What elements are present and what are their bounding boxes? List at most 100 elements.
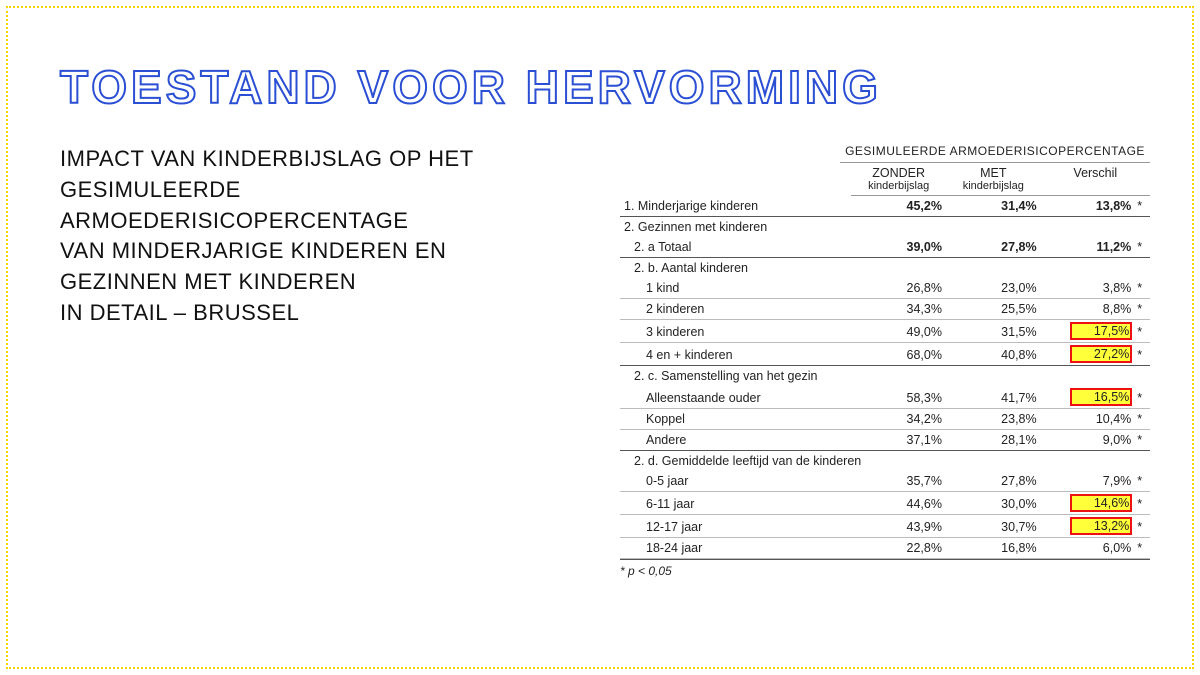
cell-star: * — [1135, 492, 1150, 515]
cell-zonder: 22,8% — [851, 538, 946, 559]
data-table-wrap: GESIMULEERDE ARMOEDERISICOPERCENTAGE ZON… — [620, 144, 1150, 578]
cell-verschil: 9,0% — [1041, 430, 1136, 451]
cell-zonder: 34,3% — [851, 299, 946, 320]
slide-content: TOESTAND VOOR HERVORMING IMPACT VAN KIND… — [0, 0, 1200, 675]
cell-met: 27,8% — [946, 237, 1041, 258]
col-header-verschil: Verschil — [1041, 163, 1150, 196]
row-label: Andere — [620, 430, 851, 451]
cell-met: 41,7% — [946, 386, 1041, 409]
cell-zonder: 44,6% — [851, 492, 946, 515]
cell-verschil: 13,2% — [1041, 515, 1136, 538]
cell-verschil: 16,5% — [1041, 386, 1136, 409]
cell-met: 25,5% — [946, 299, 1041, 320]
cell-verschil: 6,0% — [1041, 538, 1136, 559]
cell-met: 30,0% — [946, 492, 1041, 515]
cell-verschil: 17,5% — [1041, 320, 1136, 343]
row-label: 0-5 jaar — [620, 471, 851, 492]
cell-star: * — [1135, 278, 1150, 299]
cell-zonder: 68,0% — [851, 343, 946, 366]
cell-verschil: 14,6% — [1041, 492, 1136, 515]
table-row: 6-11 jaar44,6%30,0% 14,6%* — [620, 492, 1150, 515]
table-row: 3 kinderen49,0%31,5% 17,5%* — [620, 320, 1150, 343]
cell-star: * — [1135, 320, 1150, 343]
table-row: Andere37,1%28,1%9,0%* — [620, 430, 1150, 451]
cell-met: 16,8% — [946, 538, 1041, 559]
table-row: Koppel34,2%23,8%10,4%* — [620, 409, 1150, 430]
cell-verschil: 13,8% — [1041, 196, 1136, 217]
table-row: 2 kinderen34,3%25,5%8,8%* — [620, 299, 1150, 320]
cell-star: * — [1135, 538, 1150, 559]
col-header-zonder: ZONDER kinderbijslag — [851, 163, 946, 196]
cell-met: 30,7% — [946, 515, 1041, 538]
cell-star: * — [1135, 409, 1150, 430]
cell-verschil: 27,2% — [1041, 343, 1136, 366]
row-label: 1 kind — [620, 278, 851, 299]
cell-zonder: 37,1% — [851, 430, 946, 451]
cell-star: * — [1135, 471, 1150, 492]
table-row: 12-17 jaar43,9%30,7% 13,2%* — [620, 515, 1150, 538]
slide-subtitle: IMPACT VAN KINDERBIJSLAG OP HET GESIMULE… — [60, 144, 580, 578]
slide-title: TOESTAND VOOR HERVORMING — [60, 60, 1150, 114]
row-label: 3 kinderen — [620, 320, 851, 343]
cell-star: * — [1135, 343, 1150, 366]
row-label: 18-24 jaar — [620, 538, 851, 559]
highlight: 16,5% — [1071, 389, 1131, 405]
table-footnote: * p < 0,05 — [620, 559, 1150, 578]
table-row: 1 kind26,8%23,0%3,8%* — [620, 278, 1150, 299]
cell-verschil: 8,8% — [1041, 299, 1136, 320]
data-table: ZONDER kinderbijslag MET kinderbijslag V… — [620, 163, 1150, 559]
table-row: 0-5 jaar35,7%27,8%7,9%* — [620, 471, 1150, 492]
cell-met: 27,8% — [946, 471, 1041, 492]
row-label: 2. b. Aantal kinderen — [620, 258, 1150, 279]
cell-star: * — [1135, 386, 1150, 409]
cell-star: * — [1135, 237, 1150, 258]
cell-met: 23,0% — [946, 278, 1041, 299]
cell-verschil: 3,8% — [1041, 278, 1136, 299]
row-label: 2. d. Gemiddelde leeftijd van de kindere… — [620, 451, 1150, 472]
table-row: 4 en + kinderen68,0%40,8% 27,2%* — [620, 343, 1150, 366]
table-row: 2. b. Aantal kinderen — [620, 258, 1150, 279]
cell-zonder: 26,8% — [851, 278, 946, 299]
cell-star: * — [1135, 196, 1150, 217]
cell-star: * — [1135, 430, 1150, 451]
cell-met: 31,4% — [946, 196, 1041, 217]
table-supertitle: GESIMULEERDE ARMOEDERISICOPERCENTAGE — [840, 144, 1150, 163]
highlight: 17,5% — [1071, 323, 1131, 339]
cell-verschil: 10,4% — [1041, 409, 1136, 430]
cell-zonder: 49,0% — [851, 320, 946, 343]
row-label: Koppel — [620, 409, 851, 430]
cell-met: 40,8% — [946, 343, 1041, 366]
col-header-met: MET kinderbijslag — [946, 163, 1041, 196]
table-row: 2. c. Samenstelling van het gezin — [620, 366, 1150, 387]
table-row: Alleenstaande ouder58,3%41,7% 16,5%* — [620, 386, 1150, 409]
row-label: 6-11 jaar — [620, 492, 851, 515]
table-row: 2. d. Gemiddelde leeftijd van de kindere… — [620, 451, 1150, 472]
highlight: 14,6% — [1071, 495, 1131, 511]
cell-verschil: 11,2% — [1041, 237, 1136, 258]
cell-met: 28,1% — [946, 430, 1041, 451]
row-label: 2. Gezinnen met kinderen — [620, 217, 1150, 238]
highlight: 27,2% — [1071, 346, 1131, 362]
table-row: 1. Minderjarige kinderen45,2%31,4%13,8%* — [620, 196, 1150, 217]
row-label: 4 en + kinderen — [620, 343, 851, 366]
cell-star: * — [1135, 515, 1150, 538]
cell-zonder: 39,0% — [851, 237, 946, 258]
cell-met: 31,5% — [946, 320, 1041, 343]
row-label: 1. Minderjarige kinderen — [620, 196, 851, 217]
row-label: 2. a Totaal — [620, 237, 851, 258]
cell-zonder: 43,9% — [851, 515, 946, 538]
highlight: 13,2% — [1071, 518, 1131, 534]
row-label: 12-17 jaar — [620, 515, 851, 538]
row-label: Alleenstaande ouder — [620, 386, 851, 409]
cell-zonder: 58,3% — [851, 386, 946, 409]
table-row: 18-24 jaar22,8%16,8%6,0%* — [620, 538, 1150, 559]
cell-star: * — [1135, 299, 1150, 320]
row-label: 2. c. Samenstelling van het gezin — [620, 366, 1150, 387]
cell-verschil: 7,9% — [1041, 471, 1136, 492]
table-row: 2. a Totaal39,0%27,8%11,2%* — [620, 237, 1150, 258]
table-row: 2. Gezinnen met kinderen — [620, 217, 1150, 238]
cell-zonder: 34,2% — [851, 409, 946, 430]
cell-zonder: 45,2% — [851, 196, 946, 217]
cell-zonder: 35,7% — [851, 471, 946, 492]
row-label: 2 kinderen — [620, 299, 851, 320]
